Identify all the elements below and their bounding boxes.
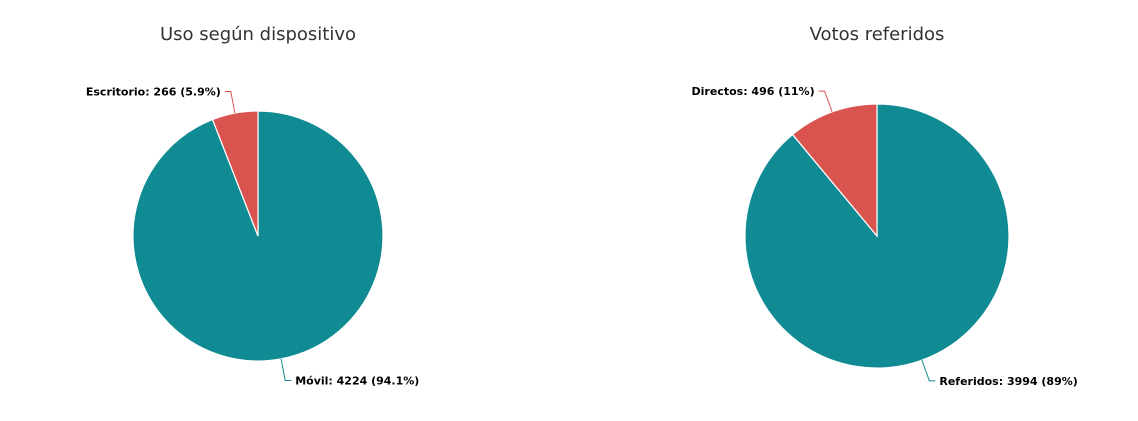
- data-label-directos: Directos: 496 (11%): [692, 85, 815, 98]
- leader-line-directos: [818, 90, 833, 113]
- data-label-escritorio: Escritorio: 266 (5.9%): [86, 86, 221, 99]
- pie-labels: Referidos: 3994 (89%) Directos: 496 (11%): [692, 85, 1078, 388]
- pie-slices: [132, 110, 384, 362]
- data-label-referidos: Referidos: 3994 (89%): [939, 375, 1077, 388]
- referred-votes-pie-chart: Votos referidos Referidos: 3994 (89%) Dir…: [692, 24, 1078, 388]
- device-usage-pie-chart: Uso según dispositivo Móvil: 4224 (94.1%…: [86, 24, 419, 387]
- leader-line-escritorio: [224, 91, 236, 114]
- leader-line-referidos: [921, 359, 936, 382]
- pie-slices: [744, 103, 1010, 369]
- pie-labels: Móvil: 4224 (94.1%) Escritorio: 266 (5.9%…: [86, 86, 419, 388]
- pie-slice-directos[interactable]: [791, 103, 878, 238]
- chart-title: Uso según dispositivo: [160, 24, 356, 45]
- chart-title: Votos referidos: [810, 24, 945, 45]
- pie-slice-escritorio[interactable]: [211, 110, 259, 237]
- pie-slice-movil[interactable]: [132, 110, 384, 362]
- data-label-movil: Móvil: 4224 (94.1%): [295, 374, 419, 387]
- leader-line-movil: [280, 358, 292, 381]
